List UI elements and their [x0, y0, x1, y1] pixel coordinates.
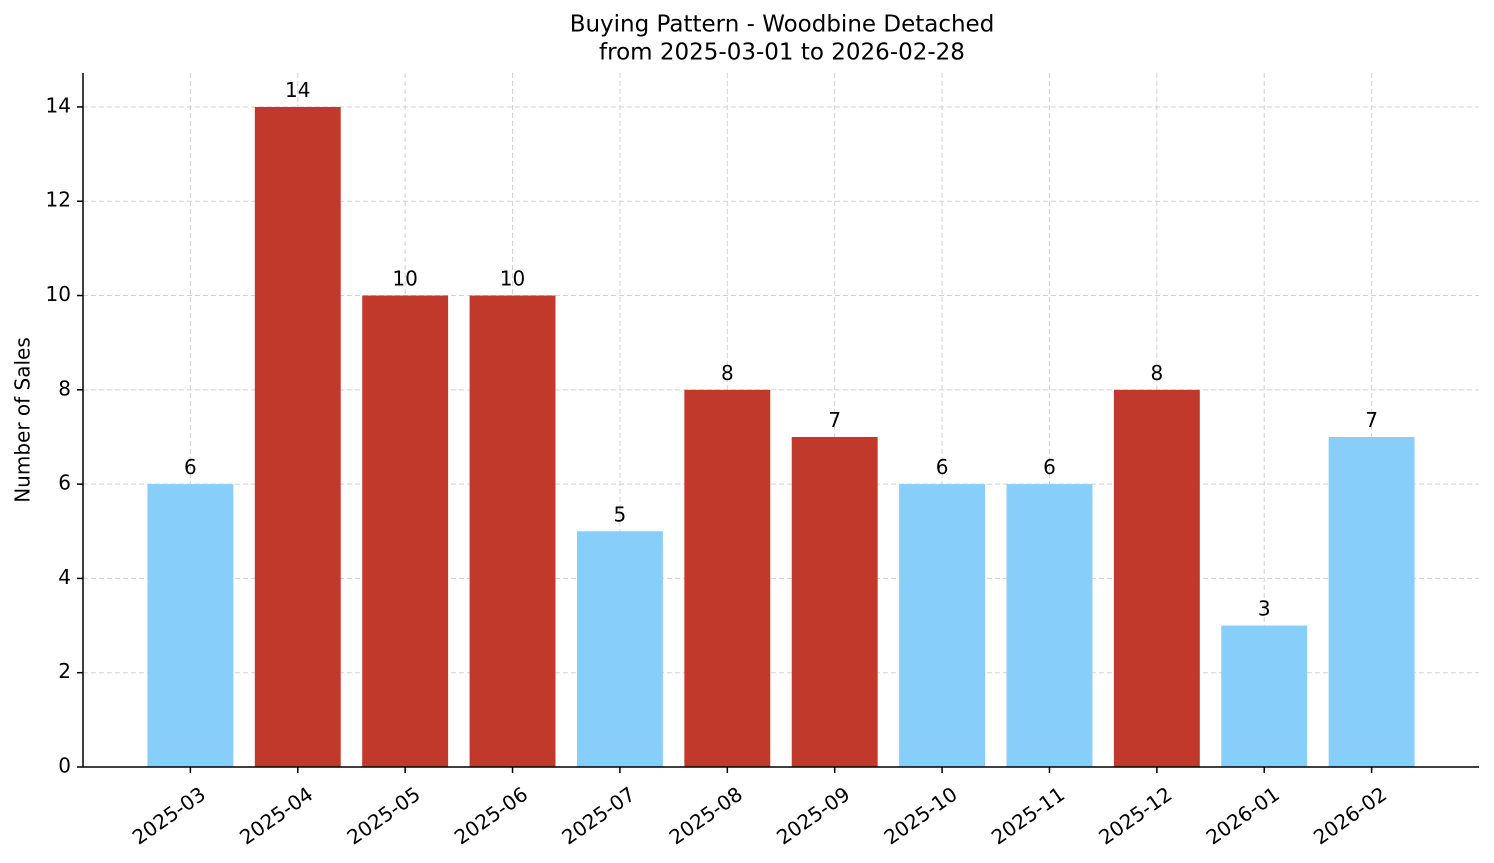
value-label: 8: [1150, 361, 1163, 385]
chart-subtitle: from 2025-03-01 to 2026-02-28: [599, 40, 965, 66]
x-tick-label: 2025-06: [450, 782, 532, 850]
value-label: 7: [1365, 408, 1378, 432]
bar: [362, 295, 449, 767]
bar: [1006, 484, 1093, 767]
bar: [1328, 436, 1415, 767]
x-tick-label: 2026-02: [1309, 782, 1391, 850]
y-tick-label: 6: [58, 471, 71, 495]
x-tick-label: 2025-04: [235, 782, 317, 850]
y-axis-label: Number of Sales: [11, 337, 35, 503]
value-label: 6: [936, 455, 949, 479]
x-tick-label: 2025-11: [987, 782, 1069, 850]
x-tick-label: 2025-12: [1094, 782, 1176, 850]
y-tick-label: 0: [58, 754, 71, 778]
x-tick-label: 2025-03: [128, 782, 210, 850]
value-label: 8: [721, 361, 734, 385]
value-label: 6: [1043, 455, 1056, 479]
chart-title: Buying Pattern - Woodbine Detached: [570, 12, 995, 38]
value-label: 5: [614, 502, 627, 526]
value-label: 10: [392, 267, 417, 291]
y-tick-label: 10: [46, 282, 71, 306]
bar: [147, 484, 234, 767]
y-tick-label: 14: [46, 93, 71, 117]
bar: [1113, 389, 1200, 767]
y-tick-label: 2: [58, 659, 71, 683]
x-tick-label: 2025-08: [665, 782, 747, 850]
x-tick-label: 2025-05: [343, 782, 425, 850]
x-tick-label: 2025-07: [557, 782, 639, 850]
bar: [469, 295, 556, 767]
bar: [254, 106, 341, 767]
bar: [899, 484, 986, 767]
bar: [684, 389, 771, 767]
value-label: 14: [285, 78, 310, 102]
x-tick-label: 2025-09: [772, 782, 854, 850]
value-label: 10: [500, 267, 525, 291]
value-label: 3: [1258, 597, 1271, 621]
value-label: 6: [184, 455, 197, 479]
y-tick-label: 8: [58, 376, 71, 400]
x-tick-label: 2025-10: [879, 782, 961, 850]
bar: [1221, 625, 1308, 767]
y-tick-label: 4: [58, 565, 71, 589]
bar: [791, 436, 878, 767]
value-label: 7: [828, 408, 841, 432]
x-tick-label: 2026-01: [1202, 782, 1284, 850]
bar: [576, 531, 663, 767]
y-tick-label: 12: [46, 188, 71, 212]
